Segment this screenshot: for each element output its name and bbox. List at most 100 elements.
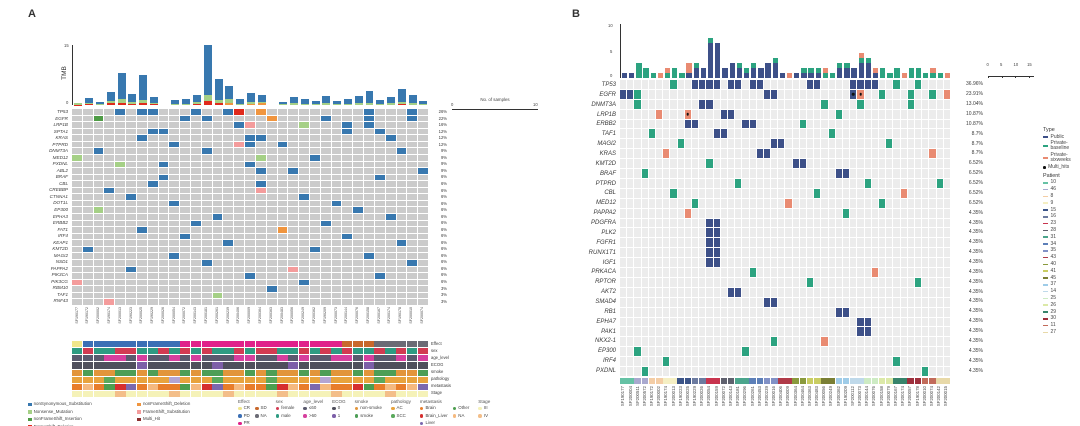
empty-cell — [104, 181, 115, 187]
empty-cell — [320, 207, 331, 214]
annotation-cell — [169, 348, 180, 355]
patient-strip-cell — [778, 378, 785, 384]
empty-cell — [320, 233, 331, 240]
empty-cell — [799, 238, 807, 248]
empty-cell — [756, 287, 763, 297]
mutation-cell — [677, 139, 684, 149]
empty-cell — [691, 357, 699, 367]
empty-cell — [785, 129, 792, 139]
annotation-cell — [363, 341, 374, 348]
gene-label: ERBB2 — [52, 220, 68, 226]
empty-cell — [814, 337, 821, 347]
empty-cell — [670, 149, 677, 159]
empty-cell — [699, 317, 706, 327]
gene-percentage: 6.52% — [968, 180, 983, 187]
empty-cell — [691, 89, 699, 99]
sample-label-cell: SF200362 — [309, 307, 320, 338]
empty-cell — [266, 246, 277, 253]
tmb-bar-segment — [236, 103, 245, 105]
top-bar-segment — [751, 68, 757, 78]
sample-label: SF200112 — [849, 386, 855, 406]
annotation-cell — [352, 376, 364, 383]
sample-label: SF200142 — [936, 386, 942, 407]
empty-cell — [778, 80, 785, 89]
empty-cell — [126, 273, 136, 279]
empty-cell — [385, 109, 396, 115]
tmb-bar-segment — [333, 101, 342, 105]
empty-cell — [749, 169, 756, 178]
empty-cell — [374, 154, 385, 161]
mutation-cell — [245, 135, 255, 141]
empty-cell — [180, 279, 190, 286]
empty-cell — [385, 240, 396, 246]
empty-cell — [136, 214, 147, 220]
empty-cell — [245, 286, 255, 292]
empty-cell — [266, 109, 277, 115]
patient-legend-item: 37 — [1043, 282, 1080, 287]
top-bar — [779, 73, 786, 78]
top-bar — [700, 68, 707, 78]
empty-cell — [835, 357, 843, 367]
top-bar-column — [901, 24, 908, 78]
annotation-cell — [320, 362, 331, 369]
patient-legend-label: 28 — [1050, 226, 1057, 233]
empty-cell — [299, 109, 309, 115]
annotation-track-label: metastasis — [431, 383, 452, 389]
empty-cell — [266, 154, 277, 161]
empty-cell — [814, 238, 821, 248]
empty-cell — [418, 279, 428, 286]
empty-cell — [201, 233, 212, 240]
empty-cell — [699, 238, 706, 248]
annotation-cell — [266, 383, 277, 390]
empty-cell — [641, 99, 648, 109]
tmb-bar-segment — [246, 93, 255, 103]
empty-cell — [147, 286, 158, 292]
empty-cell — [850, 287, 857, 297]
annotation-cell — [309, 348, 320, 355]
empty-cell — [641, 238, 648, 248]
top-bar-segment — [743, 68, 750, 73]
gene-percentage: 6% — [440, 279, 447, 285]
empty-cell — [342, 253, 353, 260]
empty-cell — [72, 299, 82, 305]
clinical-legend-item: 0 — [332, 405, 346, 412]
patient-legend-label: 30 — [1050, 315, 1057, 322]
empty-cell — [191, 273, 201, 279]
empty-cell — [191, 200, 201, 207]
empty-cell — [620, 198, 627, 208]
empty-cell — [72, 128, 82, 135]
empty-cell — [407, 279, 418, 286]
empty-cell — [943, 169, 950, 178]
empty-cell — [843, 188, 850, 198]
empty-cell — [763, 317, 771, 327]
empty-cell — [893, 109, 900, 119]
clinical-legend-item: Brain — [419, 405, 448, 412]
sample-labels-b: SF190177 SF200004 SF200511 SF200572 SF190172… — [620, 386, 950, 426]
empty-cell — [807, 208, 814, 218]
empty-cell — [245, 260, 255, 266]
empty-cell — [699, 169, 706, 178]
mutation-cell — [713, 218, 720, 228]
empty-cell — [684, 159, 691, 169]
sample-label-cell: SF200296 — [742, 386, 749, 426]
annotation-cell — [288, 348, 299, 355]
gene-count-bar — [988, 189, 1034, 199]
annotation-cell — [147, 362, 158, 369]
empty-cell — [706, 139, 713, 149]
sample-label-cell: SF200013 — [115, 307, 126, 338]
empty-cell — [799, 277, 807, 287]
empty-cell — [763, 169, 771, 178]
empty-cell — [943, 218, 950, 228]
empty-cell — [93, 253, 104, 260]
top-bar-segment — [708, 38, 714, 43]
empty-cell — [943, 188, 950, 198]
empty-cell — [771, 208, 778, 218]
annotation-cell — [115, 341, 126, 348]
sample-label: SF200174 — [900, 386, 906, 407]
empty-cell — [814, 169, 821, 178]
mutation-cell — [158, 161, 169, 168]
empty-cell — [169, 122, 180, 128]
patient-strip-cell — [849, 378, 857, 384]
empty-cell — [648, 297, 655, 307]
top-bar — [901, 73, 907, 78]
